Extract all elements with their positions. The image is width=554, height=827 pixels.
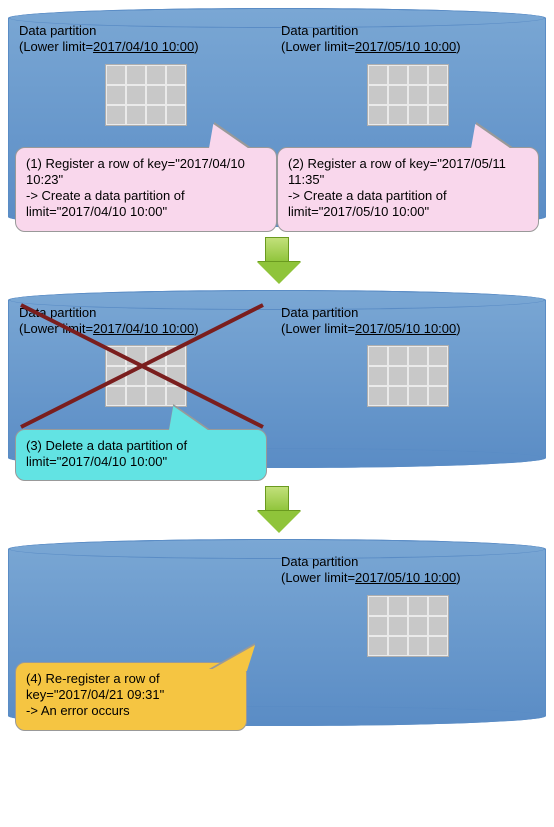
limit-close: ) <box>456 321 460 336</box>
partition-title: Data partition <box>19 305 96 320</box>
limit-label: (Lower limit= <box>281 570 355 585</box>
grid-icon <box>105 345 187 407</box>
partition-title: Data partition <box>281 305 358 320</box>
partition-title: Data partition <box>19 23 96 38</box>
partition-left-2: Data partition (Lower limit=2017/04/10 1… <box>19 305 273 408</box>
partition-left-3-empty <box>19 554 273 657</box>
partition-title: Data partition <box>281 554 358 569</box>
callout-step2: (3) Delete a data partition of limit="20… <box>15 429 267 482</box>
limit-value: 2017/04/10 10:00 <box>93 321 194 336</box>
partition-right-3: Data partition (Lower limit=2017/05/10 1… <box>281 554 535 657</box>
callout-text: (3) Delete a data partition of limit="20… <box>26 438 187 469</box>
limit-close: ) <box>456 39 460 54</box>
callout-text: (4) Re-register a row of key="2017/04/21… <box>26 671 164 719</box>
callout-text: (1) Register a row of key="2017/04/10 10… <box>26 156 245 220</box>
limit-label: (Lower limit= <box>19 39 93 54</box>
panel-step2: Data partition (Lower limit=2017/04/10 1… <box>8 290 546 469</box>
limit-value: 2017/05/10 10:00 <box>355 39 456 54</box>
callout-step3: (4) Re-register a row of key="2017/04/21… <box>15 662 247 731</box>
grid-icon <box>367 595 449 657</box>
limit-close: ) <box>194 39 198 54</box>
callout-step1-left: (1) Register a row of key="2017/04/10 10… <box>15 147 277 232</box>
limit-label: (Lower limit= <box>281 39 355 54</box>
limit-value: 2017/04/10 10:00 <box>93 39 194 54</box>
limit-label: (Lower limit= <box>19 321 93 336</box>
arrow-down-icon <box>257 486 297 533</box>
limit-close: ) <box>456 570 460 585</box>
panel-step3: Data partition (Lower limit=2017/05/10 1… <box>8 539 546 726</box>
arrow-down-icon <box>257 237 297 284</box>
grid-icon <box>367 64 449 126</box>
partition-right-1: Data partition (Lower limit=2017/05/10 1… <box>281 23 535 126</box>
grid-icon <box>105 64 187 126</box>
callout-step1-right: (2) Register a row of key="2017/05/11 11… <box>277 147 539 232</box>
limit-label: (Lower limit= <box>281 321 355 336</box>
grid-icon <box>367 345 449 407</box>
partition-title: Data partition <box>281 23 358 38</box>
panel-step1: Data partition (Lower limit=2017/04/10 1… <box>8 8 546 227</box>
partition-left-1: Data partition (Lower limit=2017/04/10 1… <box>19 23 273 126</box>
limit-value: 2017/05/10 10:00 <box>355 570 456 585</box>
partition-right-2: Data partition (Lower limit=2017/05/10 1… <box>281 305 535 408</box>
callout-text: (2) Register a row of key="2017/05/11 11… <box>288 156 506 220</box>
limit-value: 2017/05/10 10:00 <box>355 321 456 336</box>
limit-close: ) <box>194 321 198 336</box>
